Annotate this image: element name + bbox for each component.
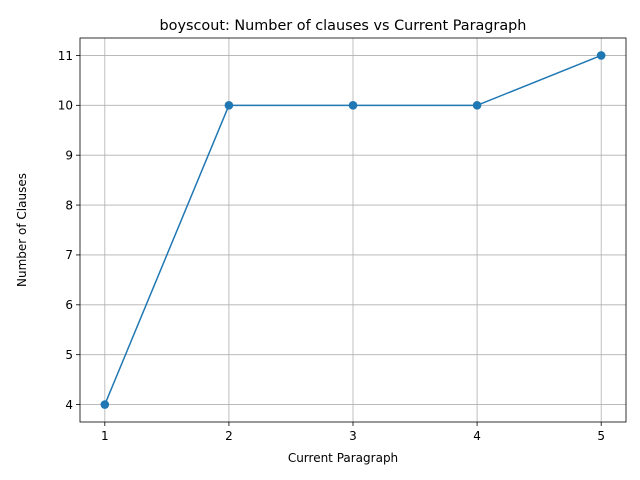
ticks: 1 2 3 4 5 4 5 6 7 8 9 10 11 [58, 49, 605, 443]
x-tick-label: 3 [349, 429, 357, 443]
plot-area [100, 51, 606, 409]
data-point [348, 101, 358, 110]
data-point [472, 101, 482, 110]
y-tick-label: 8 [65, 198, 73, 212]
chart-title: boyscout: Number of clauses vs Current P… [160, 18, 527, 34]
y-tick-label: 6 [65, 298, 73, 312]
x-axis-label: Current Paragraph [288, 451, 398, 465]
x-tick-label: 5 [597, 429, 605, 443]
data-point [596, 51, 606, 60]
data-point [100, 400, 110, 409]
y-axis-label: Number of Clauses [15, 173, 29, 287]
y-tick-label: 11 [58, 49, 73, 63]
y-tick-label: 4 [65, 398, 73, 412]
y-tick-label: 9 [65, 148, 73, 162]
x-tick-label: 1 [101, 429, 109, 443]
y-tick-label: 7 [65, 248, 73, 262]
y-tick-label: 5 [65, 348, 73, 362]
x-tick-label: 4 [473, 429, 481, 443]
x-tick-label: 2 [225, 429, 233, 443]
grid [80, 38, 626, 422]
y-tick-label: 10 [58, 99, 73, 113]
data-point [224, 101, 234, 110]
